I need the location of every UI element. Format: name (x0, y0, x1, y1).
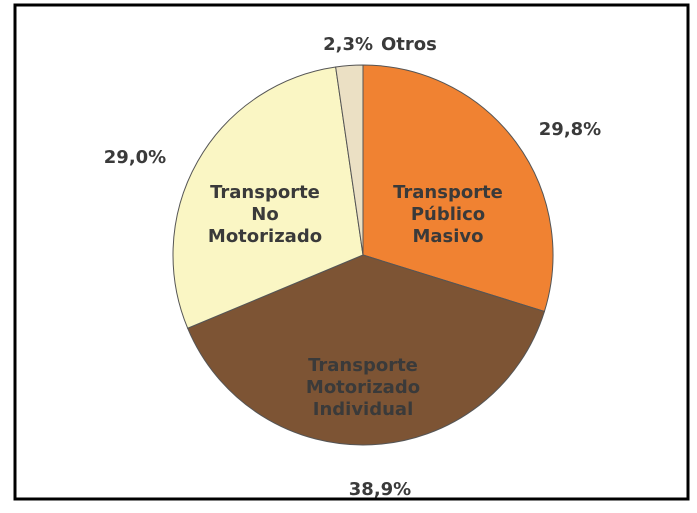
category-label: Transporte Motorizado Individual (306, 355, 420, 420)
category-label-line: Masivo (412, 226, 483, 247)
category-label-line: Individual (313, 399, 414, 420)
value-label: 29,8% (539, 119, 601, 140)
category-label-line: Motorizado (208, 226, 322, 247)
category-label-line: Transporte (393, 182, 503, 203)
category-label: Transporte No Motorizado (208, 182, 322, 247)
category-label-line: Motorizado (306, 377, 420, 398)
category-label-line: Transporte (210, 182, 320, 203)
category-label: Transporte Público Masivo (393, 182, 503, 247)
pie-slice (172, 66, 364, 329)
pie-slice (362, 64, 554, 313)
category-label-line: No (251, 204, 278, 225)
value-label: 29,0% (104, 147, 166, 168)
value-label: 38,9% (349, 479, 411, 500)
pie-slice (335, 64, 364, 256)
value-label: 2,3% (323, 34, 373, 55)
category-label-line: Transporte (308, 355, 418, 376)
category-label-line: Público (411, 204, 485, 225)
pie-slice (187, 254, 546, 446)
category-label: Otros (381, 34, 437, 55)
